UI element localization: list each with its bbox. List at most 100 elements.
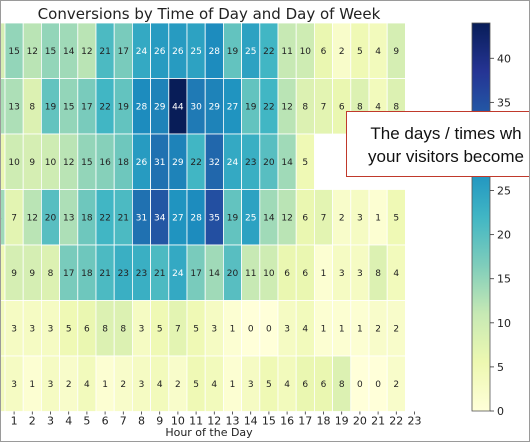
heatmap-cell <box>1 22 6 79</box>
cell-value-label: 6 <box>302 269 308 279</box>
cell-value-label: 21 <box>99 47 110 57</box>
x-tick-label: 5 <box>83 415 90 428</box>
x-tick-label: 2 <box>29 415 36 428</box>
cell-value-label: 9 <box>11 269 17 279</box>
cell-value-label: 2 <box>339 47 345 57</box>
colorbar-ticks: 0510152025303540 <box>490 52 511 418</box>
cell-value-label: 2 <box>339 213 345 223</box>
cell-value-label: 6 <box>339 102 345 112</box>
cell-value-label: 5 <box>393 213 399 223</box>
x-tick-label: 15 <box>262 415 276 428</box>
cell-value-label: 19 <box>118 102 130 112</box>
annotation-line-2: your visitors become <box>368 147 524 166</box>
cell-value-label: 4 <box>375 102 381 112</box>
colorbar-tick-label: 10 <box>497 317 511 330</box>
colorbar-tick-label: 25 <box>497 185 511 198</box>
cell-value-label: 6 <box>84 324 90 334</box>
cell-value-label: 4 <box>84 380 90 390</box>
colorbar-tick-label: 40 <box>497 52 511 65</box>
cell-value-label: 13 <box>1 102 2 112</box>
chart-title: Conversions by Time of Day and Day of We… <box>38 5 381 23</box>
colorbar-tick-label: 15 <box>497 273 511 286</box>
x-tick-label: 14 <box>244 415 258 428</box>
cell-value-label: 34 <box>154 213 166 223</box>
x-tick-label: 21 <box>371 415 385 428</box>
annotation-callout: The days / times wh your visitors become <box>346 111 529 177</box>
cell-value-label: 9 <box>29 158 35 168</box>
cell-value-label: 27 <box>172 213 183 223</box>
cell-value-label: 26 <box>136 158 148 168</box>
cell-value-label: 2 <box>175 380 181 390</box>
annotation-line-1: The days / times wh <box>370 124 522 143</box>
cell-value-label: 3 <box>139 324 145 334</box>
cell-value-label: 1 <box>29 380 35 390</box>
x-axis-ticks: 1 2 3 4 5 6 7 8 9 10 11 12 13 14 15 16 17 18 19 20 21 22 23 <box>11 411 422 428</box>
heatmap-cells: 9151215141221172426262528192522111062549… <box>1 22 406 412</box>
cell-value-label: 12 <box>63 158 74 168</box>
cell-value-label: 9 <box>393 47 399 57</box>
cell-value-label: 8 <box>120 324 126 334</box>
cell-value-label: 9 <box>29 269 35 279</box>
cell-value-label: 21 <box>118 213 129 223</box>
colorbar-tick-label: 5 <box>497 361 504 374</box>
cell-value-label: 26 <box>154 47 166 57</box>
x-tick-label: 12 <box>207 415 221 428</box>
cell-value-label: 19 <box>45 102 57 112</box>
cell-value-label: 25 <box>245 213 256 223</box>
cell-value-label: 19 <box>245 102 257 112</box>
cell-value-label: 25 <box>190 47 201 57</box>
cell-value-label: 17 <box>81 102 92 112</box>
cell-value-label: 10 <box>263 269 275 279</box>
cell-value-label: 23 <box>245 158 256 168</box>
cell-value-label: 1 <box>357 324 363 334</box>
x-tick-label: 1 <box>11 415 18 428</box>
cell-value-label: 2 <box>375 324 381 334</box>
cell-value-label: 5 <box>302 158 308 168</box>
cell-value-label: 5 <box>357 47 363 57</box>
cell-value-label: 8 <box>393 102 399 112</box>
colorbar-tick-label: 20 <box>497 229 511 242</box>
cell-value-label: 3 <box>284 324 290 334</box>
cell-value-label: 14 <box>263 213 275 223</box>
x-tick-label: 20 <box>353 415 367 428</box>
cell-value-label: 2 <box>393 380 399 390</box>
cell-value-label: 3 <box>211 324 217 334</box>
cell-value-label: 29 <box>154 102 166 112</box>
cell-value-label: 5 <box>193 324 199 334</box>
x-tick-label: 13 <box>226 415 240 428</box>
cell-value-label: 44 <box>172 102 184 112</box>
cell-value-label: 7 <box>175 324 181 334</box>
x-tick-label: 18 <box>317 415 331 428</box>
cell-value-label: 1 <box>230 380 236 390</box>
cell-value-label: 0 <box>248 324 254 334</box>
colorbar-tick-label: 35 <box>497 96 511 109</box>
x-tick-label: 8 <box>138 415 145 428</box>
cell-value-label: 11 <box>281 47 292 57</box>
cell-value-label: 1 <box>321 269 327 279</box>
cell-value-label: 22 <box>263 102 274 112</box>
cell-value-label: 8 <box>29 102 35 112</box>
colorbar <box>471 22 491 412</box>
cell-value-label: 26 <box>172 47 184 57</box>
cell-value-label: 8 <box>339 380 345 390</box>
cell-value-label: 25 <box>245 47 256 57</box>
cell-value-label: 4 <box>157 380 163 390</box>
cell-value-label: 8 <box>302 102 308 112</box>
cell-value-label: 4 <box>393 269 399 279</box>
cell-value-label: 4 <box>302 324 308 334</box>
cell-value-label: 23 <box>136 269 147 279</box>
colorbar-tick-label: 0 <box>497 405 504 418</box>
cell-value-label: 3 <box>339 269 345 279</box>
cell-value-label: 15 <box>81 158 92 168</box>
cell-value-label: 7 <box>11 213 17 223</box>
cell-value-label: 17 <box>190 269 201 279</box>
cell-value-label: 11 <box>245 269 256 279</box>
cell-value-label: 20 <box>263 158 275 168</box>
cell-value-label: 14 <box>63 47 75 57</box>
x-tick-label: 22 <box>389 415 403 428</box>
cell-value-label: 19 <box>227 213 239 223</box>
cell-value-label: 3 <box>48 380 54 390</box>
x-tick-label: 16 <box>280 415 294 428</box>
cell-value-label: 19 <box>227 47 239 57</box>
cell-value-label: 5 <box>266 380 272 390</box>
